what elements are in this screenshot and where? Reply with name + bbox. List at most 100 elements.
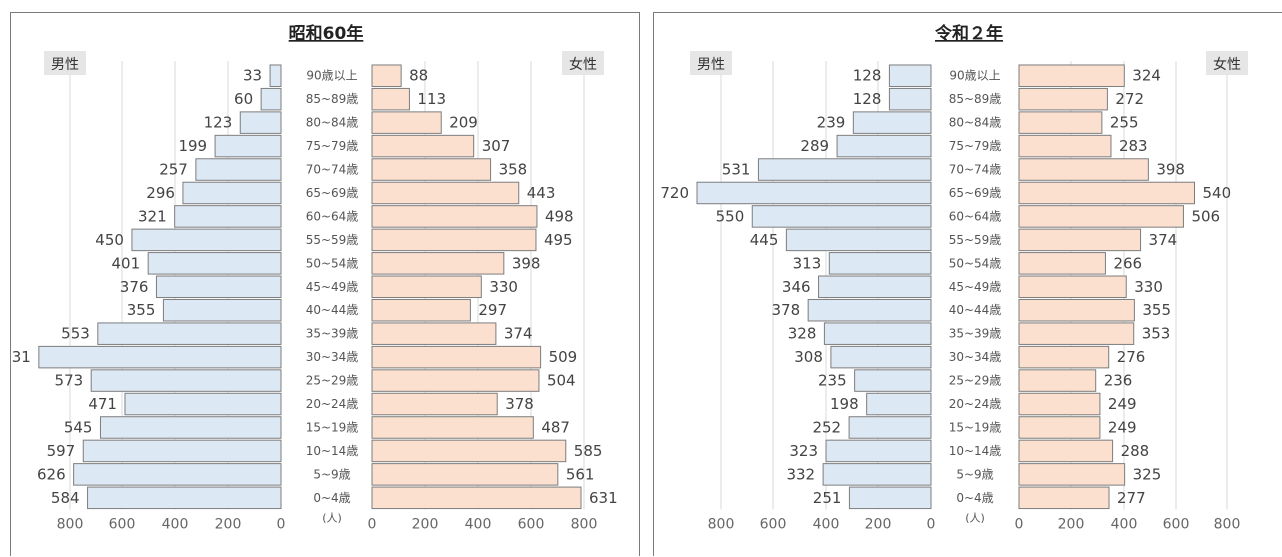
male-value-label: 720: [660, 184, 689, 202]
male-bar: [888, 64, 932, 87]
male-value-label: 252: [812, 418, 841, 436]
male-label-box: [44, 51, 86, 75]
female-value-label: 307: [482, 137, 511, 155]
female-value-label: 506: [1191, 207, 1220, 225]
male-bar: [785, 228, 932, 252]
male-value-label: 378: [772, 301, 801, 319]
age-group-label: 20~24歳: [306, 397, 359, 411]
age-group-label: 30~34歳: [306, 350, 359, 364]
x-tick-label-female: 600: [518, 517, 545, 533]
male-bar: [124, 392, 282, 416]
female-label: 女性: [1213, 56, 1241, 73]
female-value-label: 330: [1134, 278, 1163, 296]
male-bar: [757, 158, 932, 181]
female-value-label: 288: [1121, 442, 1150, 460]
female-label-box: [562, 51, 604, 75]
age-group-label: 55~59歳: [949, 233, 1002, 247]
female-bar: [1018, 392, 1101, 416]
male-bar: [852, 111, 932, 134]
female-value-label: 374: [1149, 231, 1178, 249]
female-value-label: 443: [527, 184, 556, 202]
male-value-label: 553: [61, 325, 90, 343]
female-value-label: 509: [549, 348, 578, 366]
x-tick-label-male: 400: [162, 517, 189, 533]
age-group-label: 35~39歳: [306, 327, 359, 341]
x-tick-label-male: 0: [277, 517, 286, 533]
male-value-label: 731: [11, 348, 31, 366]
male-bar: [155, 275, 282, 299]
female-value-label: 374: [504, 325, 533, 343]
x-tick-label-male: 200: [215, 517, 242, 533]
male-value-label: 323: [789, 442, 818, 460]
age-group-label: 70~74歳: [306, 163, 359, 177]
age-group-label: 20~24歳: [949, 397, 1002, 411]
female-bar: [1018, 181, 1195, 205]
male-bar: [195, 158, 282, 181]
female-value-label: 498: [545, 207, 574, 225]
female-bar: [1018, 87, 1108, 111]
male-value-label: 296: [146, 184, 175, 202]
female-value-label: 353: [1142, 325, 1171, 343]
male-bar: [825, 439, 932, 463]
female-bar: [371, 486, 582, 510]
female-value-label: 236: [1104, 372, 1133, 390]
unit-label: (人): [965, 512, 985, 525]
age-group-label: 5~9歳: [956, 467, 993, 481]
female-value-label: 378: [505, 395, 534, 413]
female-value-label: 398: [512, 254, 541, 272]
female-bar: [1018, 439, 1114, 463]
age-group-label: 15~19歳: [306, 420, 359, 434]
female-bar: [1018, 463, 1126, 486]
x-tick-label-female: 600: [1163, 517, 1190, 533]
male-value-label: 60: [234, 90, 253, 108]
male-bar: [696, 181, 932, 205]
female-bar: [1018, 64, 1125, 87]
female-value-label: 276: [1117, 348, 1146, 366]
female-value-label: 330: [489, 278, 518, 296]
male-bar: [854, 369, 932, 392]
male-value-label: 199: [178, 137, 207, 155]
male-bar: [82, 439, 282, 463]
female-bar: [1018, 111, 1103, 134]
male-value-label: 545: [64, 418, 93, 436]
male-value-label: 289: [800, 137, 829, 155]
female-value-label: 266: [1113, 254, 1142, 272]
male-bar: [214, 134, 282, 158]
male-value-label: 239: [817, 114, 846, 132]
female-bar: [1018, 252, 1106, 275]
age-group-label: 45~49歳: [949, 280, 1002, 294]
age-group-label: 50~54歳: [949, 256, 1002, 270]
chart-title: 令和２年: [935, 23, 1003, 44]
male-bar: [830, 345, 932, 369]
male-bar: [239, 111, 282, 134]
age-group-label: 10~14歳: [306, 444, 359, 458]
male-bar: [822, 463, 932, 486]
female-bar: [371, 345, 542, 369]
male-label: 男性: [51, 57, 79, 73]
male-value-label: 251: [813, 489, 842, 507]
female-value-label: 297: [478, 301, 507, 319]
x-tick-label-female: 400: [465, 517, 492, 533]
age-group-label: 45~49歳: [306, 280, 359, 294]
female-bar: [1018, 275, 1127, 299]
male-value-label: 597: [47, 442, 76, 460]
male-value-label: 313: [793, 254, 822, 272]
age-group-label: 0~4歳: [956, 491, 993, 505]
female-bar: [371, 64, 402, 87]
female-value-label: 324: [1132, 67, 1161, 85]
male-value-label: 550: [716, 207, 745, 225]
male-bar: [90, 369, 282, 392]
male-value-label: 355: [127, 301, 156, 319]
female-label-box: [1206, 51, 1248, 75]
female-value-label: 209: [449, 114, 478, 132]
female-bar: [371, 181, 520, 205]
female-value-label: 561: [566, 465, 595, 483]
age-group-label: 85~89歳: [306, 92, 359, 106]
age-group-label: 90歳以上: [306, 69, 357, 83]
female-bar: [371, 439, 567, 463]
male-value-label: 128: [853, 90, 882, 108]
male-bar: [73, 463, 282, 486]
x-tick-label-female: 0: [368, 517, 377, 533]
female-value-label: 540: [1203, 184, 1232, 202]
